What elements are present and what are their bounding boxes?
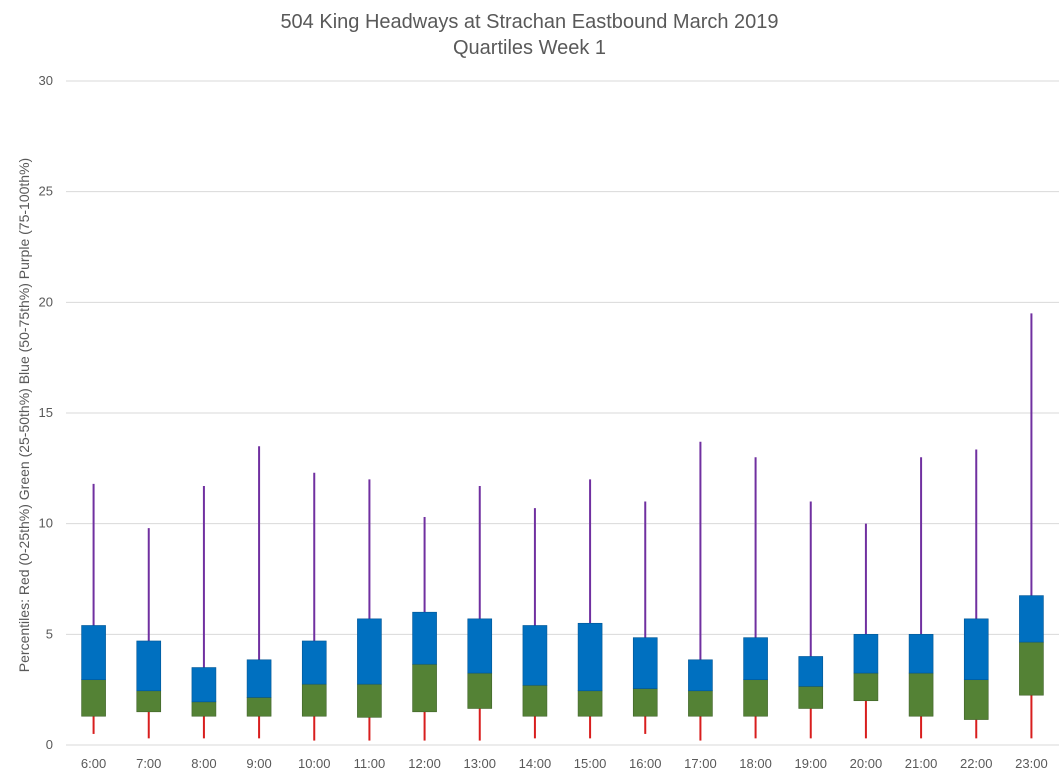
chart-title-line: 504 King Headways at Strachan Eastbound …: [280, 11, 779, 33]
lower-box: [908, 672, 934, 717]
y-tick-label: 20: [39, 294, 53, 309]
chart-title: 504 King Headways at Strachan Eastbound …: [0, 9, 1059, 61]
x-tick-label: 22:00: [960, 756, 993, 771]
x-tick-label: 23:00: [1015, 756, 1048, 771]
lower-box: [522, 684, 548, 717]
lower-box: [853, 672, 879, 702]
y-tick-label: 30: [39, 73, 53, 88]
lower-box: [798, 686, 824, 709]
upper-box: [467, 618, 493, 674]
x-tick-label: 16:00: [629, 756, 662, 771]
box-series: [81, 313, 1044, 741]
x-tick-label: 18:00: [739, 756, 772, 771]
lower-box: [467, 672, 493, 709]
x-tick-label: 20:00: [850, 756, 883, 771]
y-tick-label: 5: [46, 626, 53, 641]
upper-box: [577, 622, 603, 692]
upper-box: [908, 634, 934, 674]
upper-box: [136, 640, 162, 692]
upper-box: [963, 618, 989, 681]
y-tick-label: 15: [39, 405, 53, 420]
x-tick-label: 13:00: [463, 756, 496, 771]
upper-box: [301, 640, 327, 685]
upper-box: [743, 637, 768, 681]
lower-box: [688, 690, 713, 717]
lower-box: [246, 697, 272, 717]
lower-box: [963, 679, 989, 720]
chart-subtitle: Quartiles Week 1: [452, 37, 607, 59]
x-tick-label: 21:00: [905, 756, 938, 771]
upper-box: [81, 625, 106, 681]
y-axis-ticks: 0 5 10 15 20 25 30: [39, 73, 53, 752]
upper-box: [246, 659, 272, 698]
x-tick-label: 9:00: [246, 756, 271, 771]
x-tick-label: 11:00: [354, 756, 386, 771]
lower-box: [743, 679, 768, 717]
x-tick-label: 15:00: [574, 756, 607, 771]
x-tick-label: 7:00: [136, 756, 161, 771]
x-tick-label: 14:00: [519, 756, 552, 771]
lower-box: [191, 701, 217, 717]
lower-box: [81, 679, 106, 717]
lower-box: [632, 688, 658, 717]
y-tick-label: 25: [39, 184, 53, 199]
lower-box: [357, 683, 382, 718]
upper-box: [1019, 595, 1044, 643]
upper-box: [632, 637, 658, 689]
x-axis-ticks: 6:00 7:00 8:00 9:00 10:00 11:00 12:00 13:00 14:0…: [81, 756, 1048, 771]
upper-box: [688, 659, 713, 692]
upper-box: [412, 611, 437, 665]
x-tick-label: 17:00: [684, 756, 717, 771]
x-tick-label: 8:00: [191, 756, 216, 771]
lower-box: [412, 663, 437, 713]
y-tick-label: 0: [46, 737, 53, 752]
lower-box: [136, 690, 162, 713]
x-tick-label: 6:00: [81, 756, 106, 771]
x-tick-label: 10:00: [298, 756, 331, 771]
upper-box: [853, 634, 879, 674]
lower-box: [301, 683, 327, 717]
upper-box: [798, 656, 824, 687]
lower-box: [577, 690, 603, 717]
gridlines: [66, 80, 1059, 746]
upper-box: [357, 618, 382, 685]
lower-box: [1019, 641, 1044, 696]
x-tick-label: 12:00: [408, 756, 441, 771]
upper-box: [522, 625, 548, 686]
x-tick-label: 19:00: [794, 756, 827, 771]
y-tick-label: 10: [39, 516, 53, 531]
upper-box: [191, 667, 217, 703]
